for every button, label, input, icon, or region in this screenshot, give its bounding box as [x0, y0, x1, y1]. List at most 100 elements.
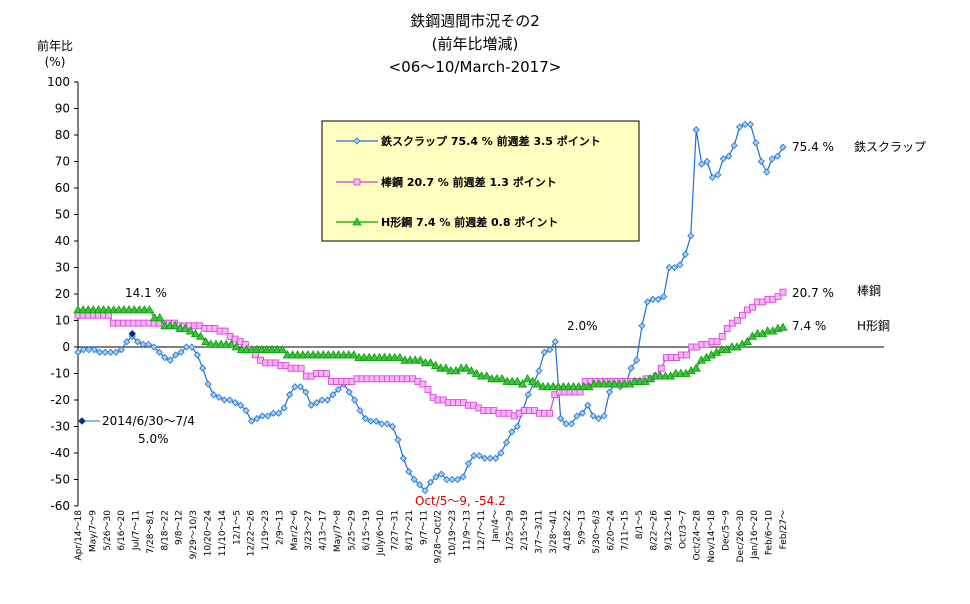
x-axis: Apr/14〜18 May/7〜9 5/26〜30 6/16〜20 Jul/7〜11 7/…: [74, 510, 789, 564]
data-point: [170, 320, 180, 330]
y-tick-label: 50: [55, 208, 70, 222]
x-tick-label: 8/1〜5: [635, 510, 645, 539]
chart-title: 鉄鋼週間市況その2 (前年比増減) <06〜10/March-2017>: [389, 12, 562, 76]
data-point: [323, 396, 332, 404]
data-point: [749, 303, 756, 311]
data-point: [297, 364, 305, 372]
data-point: [185, 326, 196, 335]
annotation-2-0: 2.0%: [567, 319, 598, 333]
data-point: [657, 364, 665, 372]
data-point: [698, 160, 706, 168]
data-point: [432, 473, 440, 481]
data-point: [475, 452, 483, 460]
data-point: [649, 295, 657, 303]
x-tick-label: May/7〜8: [333, 510, 343, 552]
data-point: [497, 449, 505, 457]
data-point: [638, 322, 646, 330]
chart-title-line-3: <06〜10/March-2017>: [389, 58, 562, 76]
data-point: [470, 452, 478, 460]
data-point: [345, 388, 353, 396]
data-point: [513, 422, 521, 431]
data-point: [443, 475, 451, 484]
data-point: [527, 376, 538, 385]
end-label-h-value: 7.4 %: [792, 319, 826, 333]
data-point: [117, 346, 125, 354]
data-point: [774, 293, 782, 301]
data-point: [683, 351, 691, 359]
data-point: [247, 417, 256, 425]
x-tick-label: 3/23〜27: [304, 510, 314, 551]
data-point: [605, 388, 614, 396]
data-point: [285, 391, 294, 399]
y-tick-label: -20: [50, 393, 70, 407]
data-point: [415, 355, 425, 364]
chart-title-line-1: 鉄鋼週間市況その2: [410, 12, 540, 30]
data-point: [277, 344, 288, 354]
data-point: [454, 475, 462, 484]
x-tick-label: 6/16〜20: [117, 510, 127, 551]
data-point: [193, 351, 201, 359]
data-point: [739, 311, 746, 319]
data-point: [492, 454, 500, 462]
data-point: [670, 263, 679, 272]
data-point: [768, 155, 776, 163]
data-point: [410, 475, 418, 484]
data-point: [533, 379, 543, 388]
data-point: [258, 412, 266, 420]
data-point: [96, 348, 104, 356]
data-point: [421, 487, 429, 495]
data-point: [595, 414, 603, 423]
x-tick-label: 12/1〜5: [232, 510, 242, 545]
data-point: [79, 346, 87, 354]
data-point: [74, 348, 82, 356]
data-point: [660, 293, 668, 301]
data-point: [633, 356, 641, 364]
data-point: [85, 346, 93, 354]
data-point: [567, 420, 576, 428]
data-point: [361, 414, 369, 423]
data-point: [388, 422, 397, 431]
y-tick-label: 80: [55, 128, 70, 142]
data-point: [763, 168, 771, 176]
data-point: [383, 420, 391, 428]
y-axis-label-2: (%): [45, 55, 66, 69]
data-point: [517, 379, 528, 388]
data-point: [220, 396, 228, 404]
x-tick-label: 9/28〜Oct/2: [434, 510, 444, 564]
data-point: [349, 350, 359, 359]
data-point: [779, 288, 787, 296]
data-point: [334, 385, 342, 393]
data-point: [540, 348, 548, 356]
series-triangle: [73, 305, 788, 391]
data-point: [378, 420, 386, 428]
end-label-scrap-value: 75.4 %: [792, 140, 834, 154]
data-point: [778, 322, 788, 331]
data-point: [399, 454, 407, 462]
y-tick-label: -50: [50, 473, 70, 487]
data-point: [779, 143, 787, 151]
data-point: [757, 157, 765, 166]
data-point: [584, 401, 592, 409]
annotation-leader-marker: [78, 417, 86, 425]
x-tick-label: Feb/6〜10: [765, 510, 775, 555]
data-point: [106, 348, 115, 356]
y-tick-label: 20: [55, 287, 70, 301]
data-point: [177, 348, 185, 356]
data-point: [578, 409, 586, 417]
data-point: [562, 420, 570, 428]
end-label-scrap-name: 鉄スクラップ: [854, 139, 926, 154]
data-point: [708, 173, 717, 181]
x-tick-label: 8/22〜26: [650, 510, 660, 551]
x-tick-label: 5/25〜29: [347, 510, 357, 551]
data-point: [448, 475, 456, 484]
data-point: [703, 157, 711, 166]
data-point: [424, 385, 432, 393]
data-point: [437, 470, 445, 478]
data-point: [367, 417, 375, 425]
data-point: [557, 414, 565, 423]
data-point: [430, 360, 441, 369]
x-tick-label: 9/8〜12: [175, 510, 185, 545]
data-point: [573, 412, 581, 420]
x-tick-label: 2/15〜19: [520, 510, 530, 551]
